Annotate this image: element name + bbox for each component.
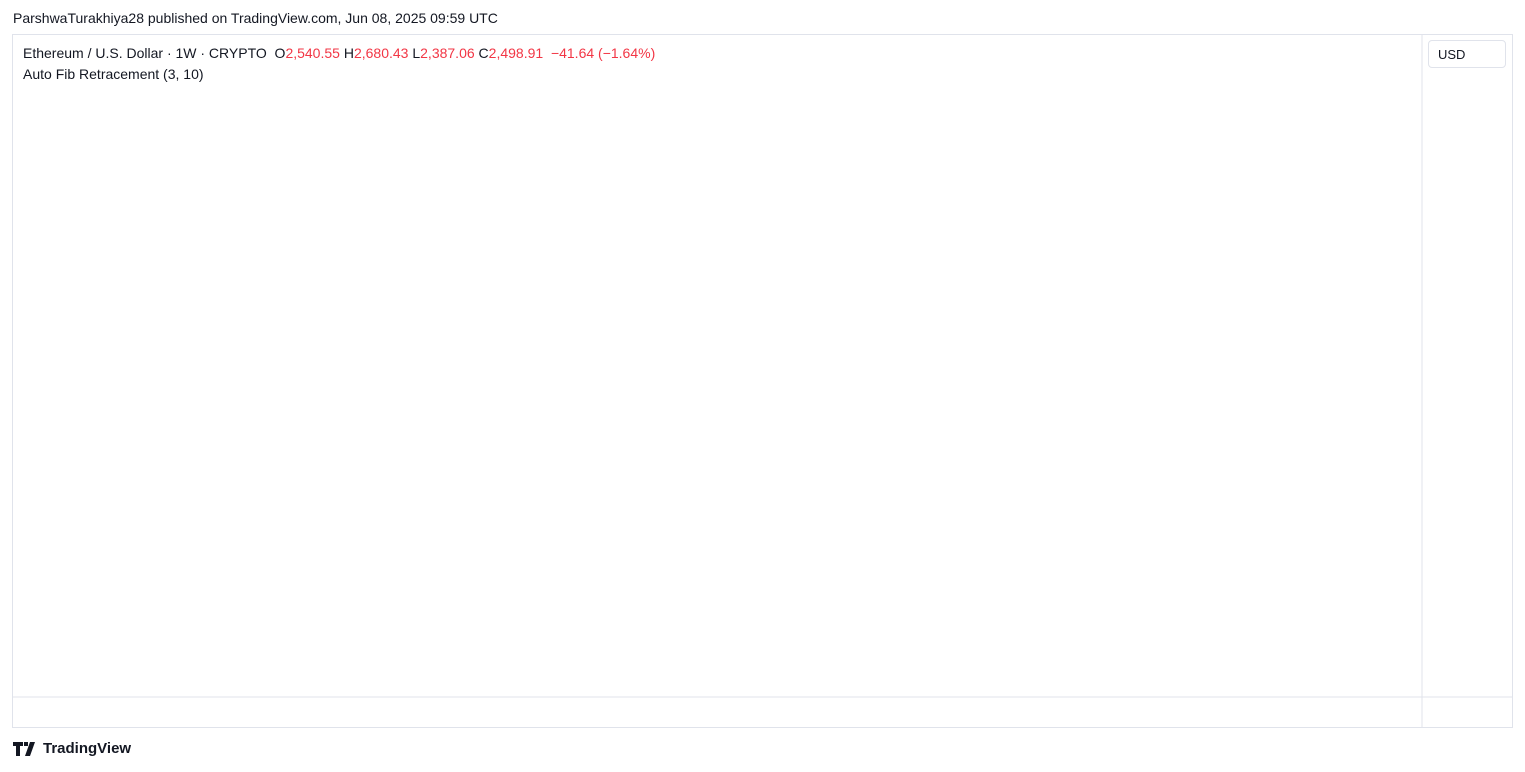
brand: TradingView <box>13 740 131 757</box>
ohlc-key: C <box>478 45 489 61</box>
ohlc-value: 2,540.55 <box>285 45 340 61</box>
ohlc-value: 2,387.06 <box>420 45 475 61</box>
ohlc-key: L <box>412 45 421 61</box>
ohlc-values: O2,540.55 H2,680.43 L2,387.06 C2,498.91 <box>275 45 548 61</box>
symbol-title: Ethereum / U.S. Dollar · 1W · CRYPTO <box>23 45 267 61</box>
ohlc-key: O <box>274 45 286 61</box>
ohlc-key: H <box>343 45 354 61</box>
ohlc-value: 2,680.43 <box>353 45 409 61</box>
indicator-legend: Auto Fib Retracement (3, 10) <box>23 66 204 82</box>
chart-frame <box>12 34 1513 728</box>
currency-button[interactable]: USD <box>1428 40 1506 68</box>
symbol-legend: Ethereum / U.S. Dollar · 1W · CRYPTO O2,… <box>23 45 655 61</box>
brand-name: TradingView <box>43 740 132 757</box>
ohlc-value: 2,498.91 <box>488 45 544 61</box>
brand-logo <box>13 741 35 756</box>
price-change: −41.64 (−1.64%) <box>550 45 656 61</box>
byline: ParshwaTurakhiya28 published on TradingV… <box>13 10 498 26</box>
